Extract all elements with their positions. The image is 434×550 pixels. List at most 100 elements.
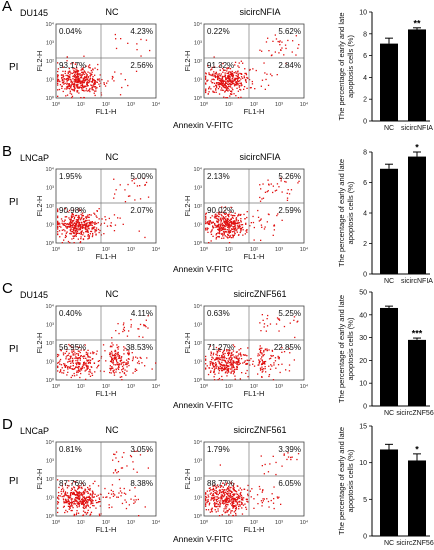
scatter-point: [129, 195, 131, 197]
scatter-point: [67, 503, 70, 505]
scatter-point: [75, 490, 78, 493]
scatter-point: [214, 373, 216, 375]
quadrant-ur-value: 3.05%: [130, 445, 153, 454]
scatter-point: [273, 486, 275, 488]
scatter-point: [229, 489, 231, 491]
scatter-point: [211, 78, 213, 81]
scatter-point: [212, 365, 214, 367]
y-tick-label: 10¹: [194, 78, 202, 84]
scatter-point: [64, 222, 66, 225]
scatter-point: [223, 75, 225, 78]
scatter-point: [238, 361, 240, 363]
scatter-point: [66, 56, 68, 58]
scatter-point: [230, 372, 232, 374]
scatter-point: [273, 224, 275, 226]
quadrant-ur-value: 5.62%: [278, 27, 301, 36]
scatter-point: [89, 67, 91, 69]
scatter-point: [225, 82, 227, 84]
scatter-point: [84, 497, 86, 499]
scatter-point: [91, 496, 93, 498]
scatter-point: [219, 502, 221, 504]
scatter-point: [116, 361, 118, 363]
scatter-point: [297, 182, 299, 184]
scatter-point: [258, 362, 260, 364]
scatter-point: [83, 490, 85, 493]
scatter-point: [97, 365, 99, 367]
plot-frame: [55, 441, 157, 517]
x-tick-label: 10⁰: [200, 246, 209, 253]
scatter-point: [93, 222, 95, 224]
scatter-point: [217, 218, 219, 220]
scatter-point: [226, 491, 229, 493]
scatter-point: [112, 362, 115, 364]
scatter-point: [140, 357, 142, 359]
scatter-point: [238, 357, 240, 359]
scatter-point: [257, 209, 259, 212]
scatter-point: [117, 460, 120, 463]
scatter-point: [85, 365, 88, 367]
scatter-point: [228, 498, 230, 500]
scatter-point: [211, 221, 213, 223]
scatter-point: [219, 65, 221, 67]
scatter-point: [68, 75, 71, 78]
scatter-point: [93, 83, 96, 86]
scatter-point: [83, 361, 85, 363]
scatter-point: [216, 501, 218, 503]
scatter-point: [96, 216, 98, 218]
scatter-point: [237, 97, 240, 99]
scatter-point: [293, 359, 295, 361]
quadrant-lr-value: 22.85%: [274, 343, 301, 352]
scatter-point: [236, 83, 239, 85]
y-tick-label: 10⁰: [46, 377, 55, 384]
scatter-point: [60, 218, 63, 220]
scatter-point: [205, 91, 207, 94]
scatter-point: [215, 496, 217, 498]
scatter-point: [218, 490, 220, 492]
scatter-point: [207, 93, 209, 95]
scatter-point: [98, 83, 100, 85]
scatter-point: [218, 235, 220, 238]
scatter-point: [238, 66, 240, 68]
scatter-point: [221, 83, 223, 85]
scatter-point: [61, 80, 63, 82]
scatter-point: [69, 355, 71, 358]
panel-a: A DU145 PI NC 0.04% 4.23% 93.17% 2.56% 10⁰ 10⁰…: [0, 0, 434, 135]
scatter-point: [123, 452, 125, 454]
scatter-point: [138, 362, 140, 365]
scatter-point: [117, 471, 119, 473]
scatter-point: [239, 500, 241, 502]
scatter-point: [275, 367, 277, 369]
scatter-point: [262, 370, 264, 372]
scatter-point: [211, 215, 213, 217]
x-tick-label: 10²: [250, 384, 258, 390]
scatter-point: [289, 352, 291, 354]
scatter-point: [71, 226, 73, 228]
scatter-point: [108, 217, 110, 220]
x-tick-label: 10²: [250, 247, 258, 253]
scatter-point: [71, 346, 73, 348]
scatter-point: [70, 72, 72, 74]
scatter-point: [226, 488, 229, 490]
scatter-point: [85, 229, 87, 231]
scatter-point: [61, 85, 63, 87]
scatter-point: [219, 358, 221, 361]
scatter-point: [59, 363, 61, 365]
scatter-point: [240, 76, 243, 78]
scatter-point: [94, 223, 96, 225]
scatter-point: [71, 213, 73, 216]
scatter-point: [75, 229, 77, 231]
scatter-point: [262, 489, 264, 492]
scatter-point: [76, 214, 78, 217]
quadrant-ur-value: 3.39%: [278, 445, 301, 454]
scatter-point: [63, 363, 65, 365]
scatter-point: [234, 223, 237, 225]
scatter-point: [131, 352, 133, 354]
scatter-point: [252, 360, 254, 362]
scatter-point: [205, 493, 207, 495]
scatter-point: [224, 221, 226, 223]
scatter-point: [227, 215, 230, 217]
scatter-point: [244, 68, 246, 70]
scatter-point: [283, 351, 286, 353]
scatter-point: [61, 220, 63, 222]
